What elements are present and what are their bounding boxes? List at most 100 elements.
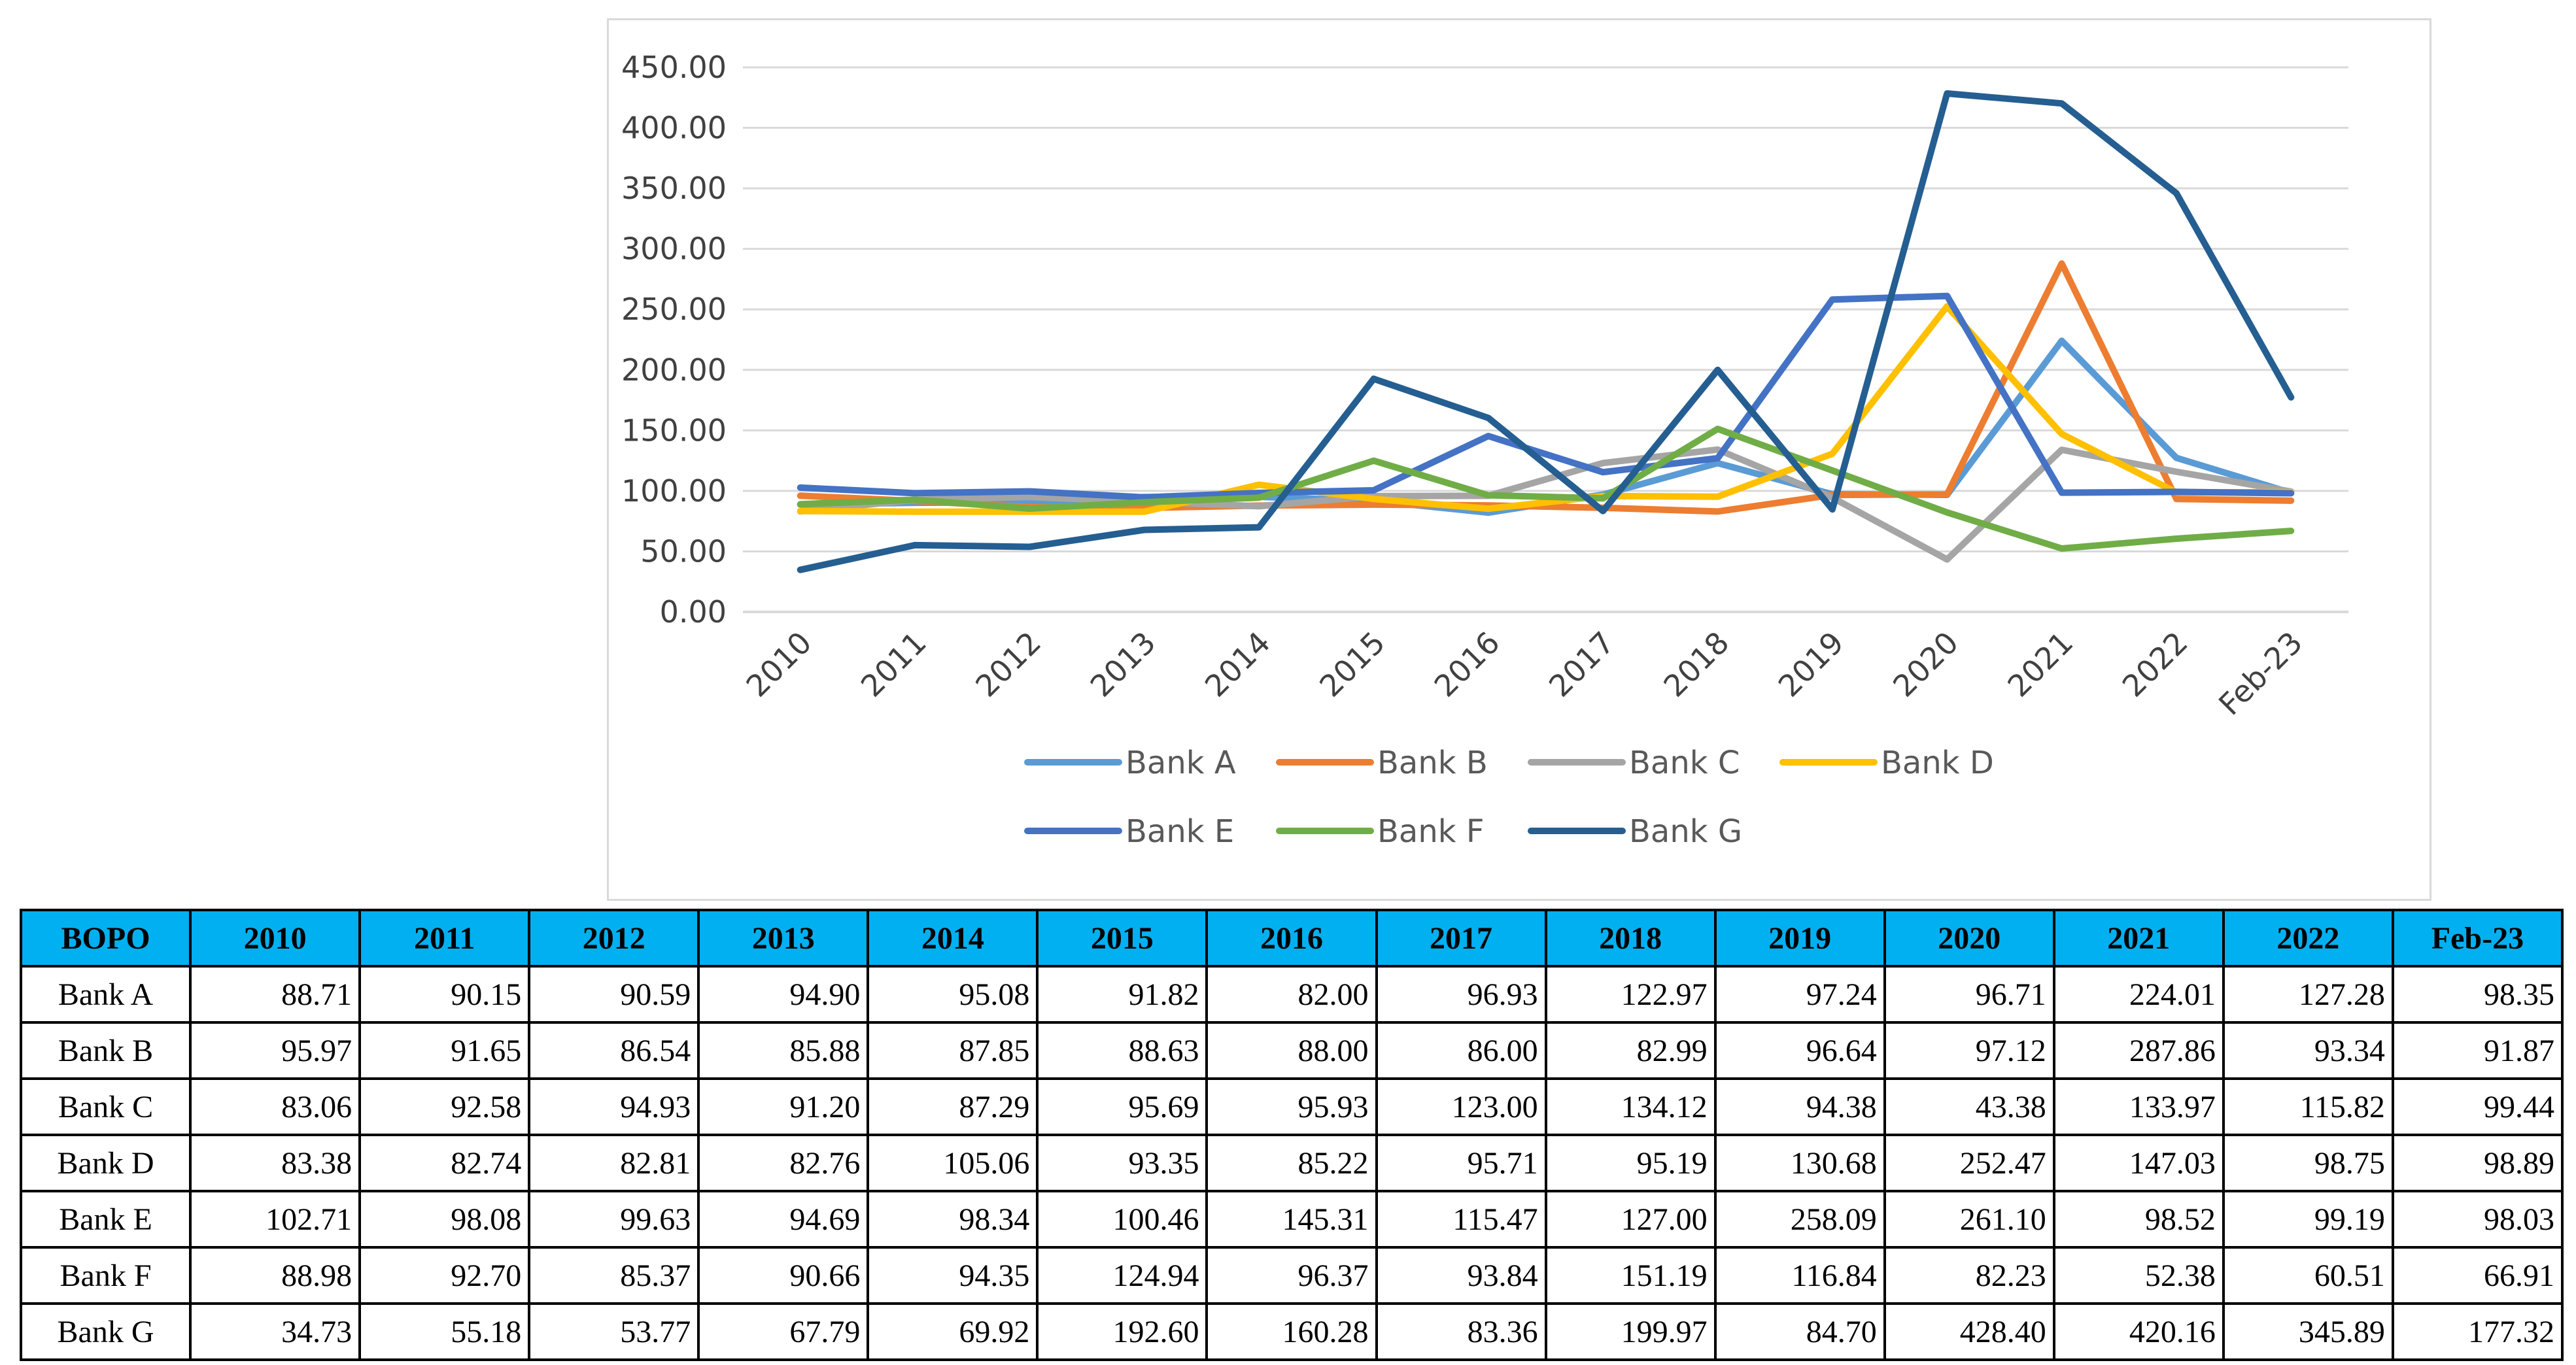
table-cell: 133.97 (2052, 1077, 2225, 1136)
table-cell: 99.44 (2391, 1077, 2564, 1136)
table-row: Bank B 95.97 91.65 86.54 85.88 87.85 88.63 88.0… (19, 1021, 2564, 1080)
table-cell: 287.86 (2052, 1021, 2225, 1080)
legend-label-bank-b: Bank B (1377, 745, 1488, 781)
table-cell: 93.35 (1036, 1134, 1209, 1192)
chart-area: 0.00 50.00 100.00 150.00 200.00 250.00 300.00 3… (607, 18, 2431, 901)
table-cell: 100.46 (1036, 1190, 1209, 1249)
table-cell: 420.16 (2052, 1302, 2225, 1361)
table-cell: 66.91 (2391, 1246, 2564, 1305)
table-cell: 147.03 (2052, 1134, 2225, 1192)
x-tick-label: 2018 (1657, 625, 1736, 704)
table-cell: 96.71 (1883, 965, 2055, 1024)
row-label: Bank A (19, 965, 192, 1024)
y-tick-label: 300.00 (621, 231, 727, 267)
table-cell: 87.85 (867, 1021, 1039, 1080)
table-cell: 88.00 (1205, 1021, 1378, 1080)
table-cell: 199.97 (1544, 1302, 1717, 1361)
table-cell: 88.63 (1036, 1021, 1209, 1080)
row-label: Bank F (19, 1246, 192, 1305)
table-cell: 34.73 (189, 1302, 362, 1361)
table-column-header: 2022 (2222, 909, 2394, 968)
table-row: Bank A 88.71 90.15 90.59 94.90 95.08 91.82 82.0… (19, 965, 2564, 1024)
row-label: Bank B (19, 1021, 192, 1080)
table-cell: 88.98 (189, 1246, 362, 1305)
table-cell: 345.89 (2222, 1302, 2394, 1361)
table-cell: 86.54 (528, 1021, 700, 1080)
table-cell: 91.20 (697, 1077, 870, 1136)
table-column-header: 2018 (1544, 909, 1717, 968)
table-cell: 115.47 (1375, 1190, 1547, 1249)
table-cell: 83.38 (189, 1134, 362, 1192)
table-cell: 177.32 (2391, 1302, 2564, 1361)
table-cell: 102.71 (189, 1190, 362, 1249)
table-row: Bank C 83.06 92.58 94.93 91.20 87.29 95.69 95.9… (19, 1077, 2564, 1136)
table-cell: 90.15 (358, 965, 531, 1024)
series-line-bank-b (797, 260, 2295, 515)
table-cell: 94.69 (697, 1190, 870, 1249)
row-label: Bank D (19, 1134, 192, 1192)
table-cell: 123.00 (1375, 1077, 1547, 1136)
table-cell: 160.28 (1205, 1302, 1378, 1361)
table-cell: 122.97 (1544, 965, 1717, 1024)
legend-label-bank-c: Bank C (1629, 745, 1740, 781)
x-tick-label: 2012 (969, 625, 1048, 704)
table-cell: 88.71 (189, 965, 362, 1024)
table-cell: 92.70 (358, 1246, 531, 1305)
table-cell: 95.93 (1205, 1077, 1378, 1136)
x-tick-label: 2014 (1198, 625, 1277, 704)
y-tick-label: 100.00 (621, 473, 727, 509)
table-column-header: Feb-23 (2391, 909, 2564, 968)
y-tick-label: 250.00 (621, 292, 727, 327)
table-cell: 95.71 (1375, 1134, 1547, 1192)
table-cell: 91.87 (2391, 1021, 2564, 1080)
table-cell: 98.75 (2222, 1134, 2394, 1192)
table-column-header: 2019 (1713, 909, 1886, 968)
table-column-header: 2015 (1036, 909, 1209, 968)
table-header-row: BOPO 2010 2011 2012 2013 2014 2015 2016 2017 201… (19, 909, 2564, 968)
series-line-bank-e (797, 292, 2295, 501)
x-tick-label: 2011 (854, 625, 933, 704)
table-column-header: 2021 (2052, 909, 2225, 968)
table-cell: 116.84 (1713, 1246, 1886, 1305)
table-row: Bank D 83.38 82.74 82.81 82.76 105.06 93.35 85.… (19, 1134, 2564, 1192)
table-column-header: 2020 (1883, 909, 2055, 968)
table-cell: 145.31 (1205, 1190, 1378, 1249)
table-cell: 98.34 (867, 1190, 1039, 1249)
x-tick-label: 2016 (1428, 625, 1507, 704)
table-cell: 134.12 (1544, 1077, 1717, 1136)
table-cell: 95.69 (1036, 1077, 1209, 1136)
table-cell: 98.08 (358, 1190, 531, 1249)
legend-label-bank-e: Bank E (1125, 813, 1234, 850)
table-cell: 98.89 (2391, 1134, 2564, 1192)
table-cell: 83.06 (189, 1077, 362, 1136)
table-cell: 55.18 (358, 1302, 531, 1361)
table-cell: 130.68 (1713, 1134, 1886, 1192)
x-tick-label: 2020 (1886, 625, 1965, 704)
table-cell: 83.36 (1375, 1302, 1547, 1361)
x-tick-label: 2022 (2116, 625, 2195, 704)
table-row: Bank F 88.98 92.70 85.37 90.66 94.35 124.94 96.… (19, 1246, 2564, 1305)
table-cell: 98.35 (2391, 965, 2564, 1024)
table-cell: 115.82 (2222, 1077, 2394, 1136)
legend-label-bank-d: Bank D (1881, 745, 1994, 781)
table-cell: 87.29 (867, 1077, 1039, 1136)
table-cell: 127.00 (1544, 1190, 1717, 1249)
row-label: Bank G (19, 1302, 192, 1361)
table-column-header: 2010 (189, 909, 362, 968)
table-column-header: 2014 (867, 909, 1039, 968)
table-cell: 252.47 (1883, 1134, 2055, 1192)
y-tick-label: 150.00 (621, 413, 727, 448)
table-cell: 94.93 (528, 1077, 700, 1136)
table-cell: 95.97 (189, 1021, 362, 1080)
table-cell: 261.10 (1883, 1190, 2055, 1249)
table-column-header: 2013 (697, 909, 870, 968)
table-cell: 91.65 (358, 1021, 531, 1080)
table-cell: 258.09 (1713, 1190, 1886, 1249)
table-cell: 96.93 (1375, 965, 1547, 1024)
series-line-bank-a (797, 337, 2295, 516)
table-cell: 94.35 (867, 1246, 1039, 1305)
x-tick-label: 2015 (1313, 625, 1392, 704)
table-cell: 90.66 (697, 1246, 870, 1305)
table-cell: 82.99 (1544, 1021, 1717, 1080)
table-column-header: 2012 (528, 909, 700, 968)
